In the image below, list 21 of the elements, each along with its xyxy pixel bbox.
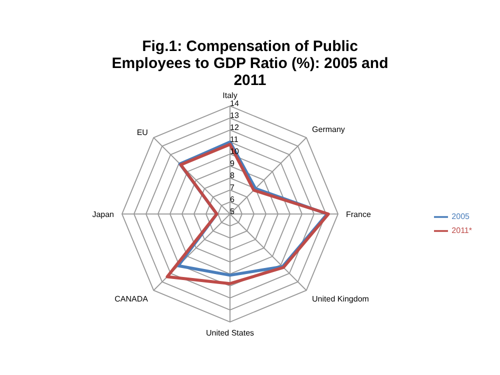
spoke-label: CANADA xyxy=(114,294,149,304)
spoke-label: United Kingdom xyxy=(312,294,370,304)
y-tick-label: 13 xyxy=(230,111,240,120)
y-tick-label: 14 xyxy=(230,99,240,108)
y-tick-label: 11 xyxy=(230,135,239,144)
spoke-label: Italy xyxy=(222,91,238,100)
y-tick-label: 6 xyxy=(230,195,235,204)
spoke-label: Germany xyxy=(312,124,345,134)
spoke-label: Japan xyxy=(92,210,114,219)
y-tick-label: 5 xyxy=(230,207,235,216)
chart-title: Fig.1: Compensation of Public Employees to GDP Ratio (%): 2005 and 2011 xyxy=(110,37,390,89)
y-tick-label: 7 xyxy=(230,183,235,192)
legend-label: 2005 xyxy=(452,212,470,222)
y-tick-label: 10 xyxy=(230,147,240,156)
spoke-label: United States xyxy=(206,328,254,338)
spoke-label: EU xyxy=(136,128,148,137)
y-tick-label: 12 xyxy=(230,123,240,132)
spoke-label: France xyxy=(346,210,372,219)
legend-label: 2011* xyxy=(452,226,472,236)
y-tick-label: 8 xyxy=(230,171,235,180)
y-tick-label: 9 xyxy=(230,159,235,168)
